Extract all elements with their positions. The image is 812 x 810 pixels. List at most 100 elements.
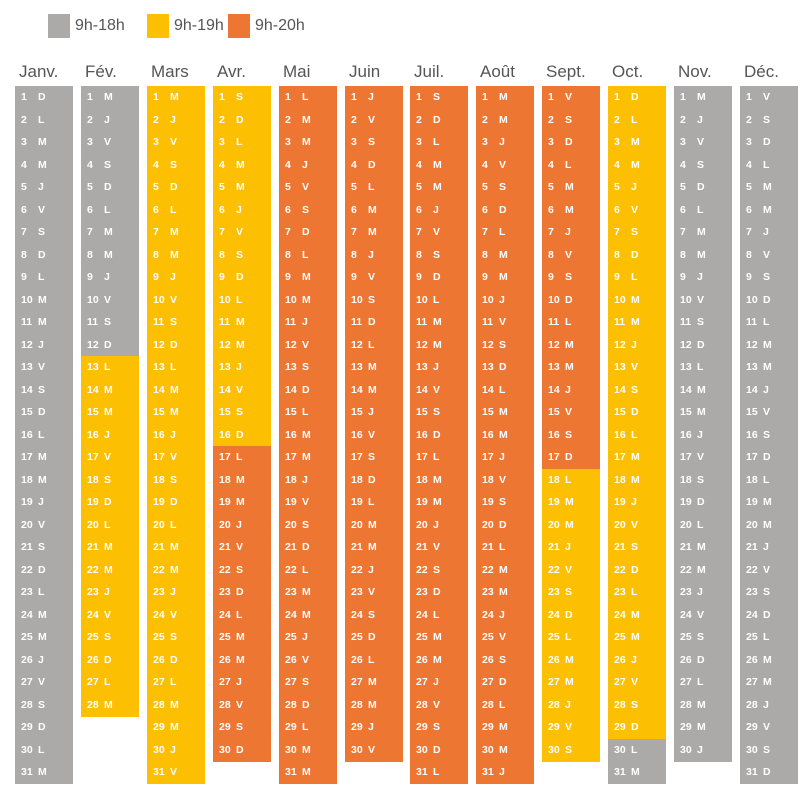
day-weekday: L bbox=[631, 743, 638, 756]
day-number: 28 bbox=[87, 698, 99, 711]
day-cell: 11 V bbox=[476, 311, 534, 334]
day-number: 28 bbox=[614, 698, 626, 711]
day-number: 4 bbox=[416, 158, 422, 171]
day-cell: 24 V bbox=[674, 603, 732, 627]
day-weekday: D bbox=[433, 428, 441, 441]
day-cell: 20 J bbox=[213, 513, 271, 537]
day-weekday: D bbox=[104, 653, 112, 666]
day-number: 10 bbox=[285, 293, 297, 306]
day-weekday: M bbox=[170, 406, 179, 418]
day-cell: 25 S bbox=[81, 626, 139, 649]
day-weekday: L bbox=[38, 113, 45, 126]
day-weekday: D bbox=[763, 608, 771, 621]
day-cell: 19 L bbox=[345, 491, 403, 514]
day-weekday: S bbox=[38, 541, 46, 553]
day-cell: 23 S bbox=[542, 581, 600, 604]
legend-swatch-orange bbox=[228, 14, 250, 38]
day-number: 23 bbox=[153, 586, 165, 598]
day-number: 20 bbox=[482, 518, 494, 531]
day-number: 5 bbox=[482, 181, 488, 193]
day-number: 15 bbox=[351, 406, 363, 418]
day-number: 16 bbox=[153, 428, 165, 441]
day-number: 17 bbox=[285, 451, 297, 463]
day-number: 19 bbox=[416, 496, 428, 508]
day-cell: 30 V bbox=[345, 738, 403, 762]
day-number: 28 bbox=[746, 698, 758, 711]
day-weekday: M bbox=[104, 383, 113, 396]
day-weekday: M bbox=[631, 473, 640, 486]
day-number: 18 bbox=[285, 473, 297, 486]
day-number: 1 bbox=[21, 91, 27, 103]
day-weekday: D bbox=[236, 586, 244, 598]
day-weekday: V bbox=[763, 248, 771, 261]
day-number: 15 bbox=[482, 406, 494, 418]
day-number: 16 bbox=[416, 428, 428, 441]
day-number: 22 bbox=[219, 563, 231, 576]
day-number: 19 bbox=[680, 496, 692, 508]
day-number: 7 bbox=[548, 226, 554, 238]
day-number: 16 bbox=[680, 428, 692, 441]
day-number: 2 bbox=[87, 113, 93, 126]
day-weekday: L bbox=[433, 451, 440, 463]
day-cell: 20 L bbox=[147, 513, 205, 537]
day-number: 4 bbox=[548, 158, 554, 171]
day-cell: 15 V bbox=[542, 401, 600, 424]
day-number: 23 bbox=[87, 586, 99, 598]
day-weekday: D bbox=[763, 766, 771, 778]
day-weekday: D bbox=[499, 203, 507, 216]
day-cell: 23 S bbox=[740, 581, 798, 604]
day-number: 14 bbox=[285, 383, 297, 396]
day-number: 2 bbox=[219, 113, 225, 126]
day-weekday: M bbox=[433, 158, 442, 171]
day-number: 30 bbox=[482, 743, 494, 756]
day-cell: 29 J bbox=[345, 716, 403, 739]
day-weekday: D bbox=[433, 586, 441, 598]
day-weekday: V bbox=[499, 316, 507, 328]
day-weekday: M bbox=[302, 586, 311, 598]
day-weekday: D bbox=[433, 271, 441, 283]
day-number: 30 bbox=[548, 743, 560, 756]
day-cell: 16 J bbox=[81, 423, 139, 447]
day-number: 7 bbox=[153, 226, 159, 238]
day-cell: 13 D bbox=[476, 356, 534, 379]
day-weekday: J bbox=[236, 518, 242, 531]
day-weekday: M bbox=[38, 158, 47, 171]
day-number: 31 bbox=[285, 766, 297, 778]
day-weekday: L bbox=[433, 608, 440, 621]
day-number: 7 bbox=[614, 226, 620, 238]
day-number: 1 bbox=[614, 91, 620, 103]
day-weekday: J bbox=[38, 496, 44, 508]
day-number: 16 bbox=[351, 428, 363, 441]
day-cell: 18 M bbox=[213, 468, 271, 492]
day-number: 11 bbox=[548, 316, 560, 328]
day-number: 27 bbox=[219, 676, 231, 688]
day-weekday: V bbox=[170, 608, 178, 621]
day-number: 28 bbox=[21, 698, 33, 711]
day-number: 2 bbox=[21, 113, 27, 126]
day-number: 7 bbox=[680, 226, 686, 238]
day-cell: 29 D bbox=[608, 716, 666, 739]
day-weekday: L bbox=[565, 631, 572, 643]
day-weekday: M bbox=[302, 293, 311, 306]
day-weekday: M bbox=[368, 676, 377, 688]
day-cell: 18 S bbox=[674, 468, 732, 492]
day-weekday: M bbox=[631, 451, 640, 463]
day-weekday: L bbox=[170, 361, 177, 373]
day-weekday: M bbox=[565, 181, 574, 193]
day-cell: 14 J bbox=[740, 378, 798, 402]
legend-label-yellow: 9h-19h bbox=[174, 17, 224, 34]
day-number: 3 bbox=[351, 136, 357, 148]
day-weekday: S bbox=[763, 743, 771, 756]
day-number: 9 bbox=[614, 271, 620, 283]
day-cell: 21 S bbox=[15, 536, 73, 559]
day-cell: 24 V bbox=[147, 603, 205, 627]
day-weekday: M bbox=[302, 113, 311, 126]
